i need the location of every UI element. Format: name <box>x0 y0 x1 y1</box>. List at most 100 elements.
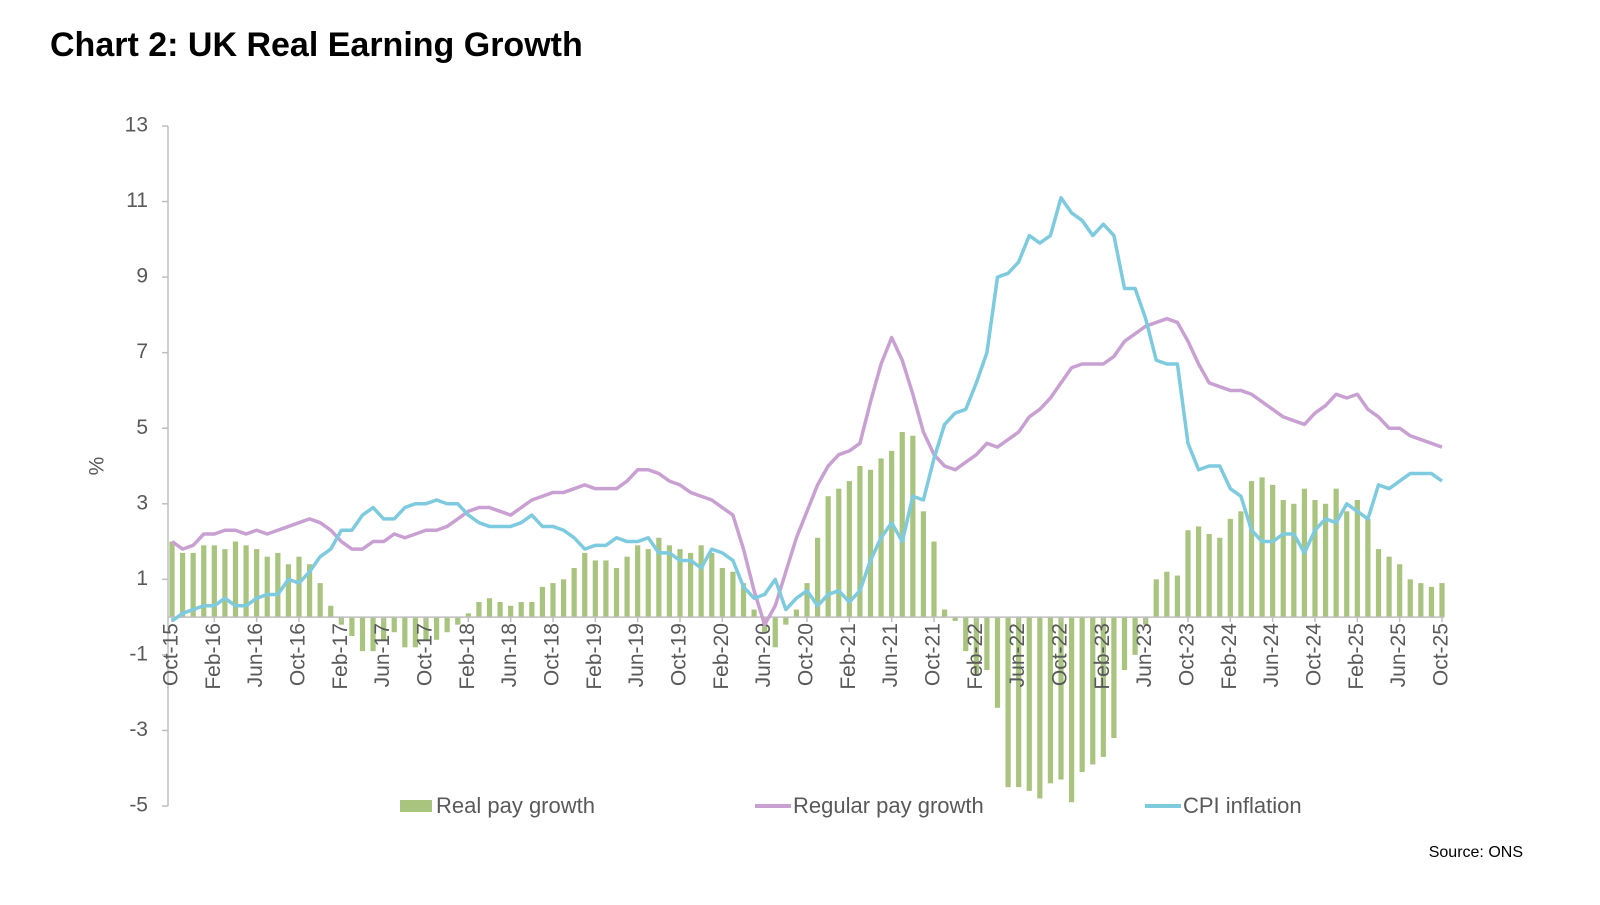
legend-swatch <box>400 800 432 812</box>
bar <box>857 466 863 618</box>
bar <box>306 564 313 618</box>
x-tick-label: Oct-16 <box>287 623 310 686</box>
bar <box>730 571 736 618</box>
x-tick-label: Jun-17 <box>371 623 394 687</box>
bar <box>613 568 620 618</box>
bar <box>1280 500 1286 618</box>
bar <box>1407 579 1413 618</box>
bar <box>1322 503 1329 618</box>
x-tick-label: Jun-19 <box>625 623 648 687</box>
bar <box>772 617 778 648</box>
bar <box>1016 617 1022 788</box>
legend-label: CPI inflation <box>1183 793 1302 818</box>
bar <box>846 481 852 618</box>
bar <box>539 586 546 618</box>
x-tick-label: Jun-16 <box>244 623 267 687</box>
bar <box>973 617 979 674</box>
bar <box>254 549 260 618</box>
bar <box>1079 617 1085 772</box>
x-tick-label: Feb-19 <box>583 623 606 690</box>
bar <box>1365 518 1371 618</box>
y-tick-label: -1 <box>129 642 148 665</box>
bar <box>391 617 397 633</box>
x-tick-label: Feb-16 <box>202 623 225 690</box>
bar <box>910 435 916 618</box>
bar <box>677 549 683 618</box>
bar <box>402 617 408 648</box>
bar <box>486 598 493 618</box>
x-tick-label: Feb-25 <box>1345 623 1368 690</box>
bar <box>560 579 567 618</box>
bar <box>1037 617 1043 799</box>
bar <box>1386 556 1392 618</box>
x-tick-label: Oct-17 <box>414 623 437 686</box>
x-tick-label: Jun-23 <box>1133 623 1156 687</box>
bar <box>687 552 694 618</box>
bar <box>582 552 588 618</box>
bar <box>1132 617 1138 655</box>
x-tick-label: Feb-20 <box>710 623 733 690</box>
y-tick-label: 9 <box>136 265 148 288</box>
bar <box>889 450 895 618</box>
bar <box>836 488 842 618</box>
x-tick-label: Oct-21 <box>922 623 945 686</box>
bar <box>518 602 524 618</box>
bar <box>285 564 292 618</box>
bar <box>370 617 376 652</box>
bar <box>169 541 175 618</box>
bar <box>264 556 270 618</box>
x-tick-label: Jun-20 <box>752 623 775 687</box>
bar <box>1418 583 1424 618</box>
bar <box>232 541 239 618</box>
bar <box>952 617 958 621</box>
bar <box>423 617 429 640</box>
line <box>170 196 1444 623</box>
bar <box>497 602 503 618</box>
bar <box>1439 583 1445 618</box>
bar <box>529 602 535 618</box>
y-tick-label: 11 <box>126 189 148 212</box>
bar <box>211 545 217 618</box>
bar <box>814 537 821 618</box>
bar <box>1206 534 1212 618</box>
y-tick-label: 7 <box>136 340 148 363</box>
bar <box>1333 488 1339 618</box>
bar <box>317 583 323 618</box>
legend-label: Regular pay growth <box>793 793 984 818</box>
x-tick-label: Oct-22 <box>1049 623 1072 686</box>
bar <box>1185 530 1191 618</box>
bar <box>1068 617 1075 803</box>
bar <box>804 583 810 618</box>
x-tick-label: Oct-19 <box>668 623 691 686</box>
bar <box>465 613 471 618</box>
y-tick-label: 3 <box>136 491 148 514</box>
bar <box>275 552 281 618</box>
bar <box>201 545 207 618</box>
bar <box>1100 617 1106 757</box>
bar <box>444 617 450 633</box>
bar <box>740 583 747 618</box>
bar <box>920 511 927 618</box>
bar <box>1259 477 1265 618</box>
x-tick-label: Oct-15 <box>160 623 183 686</box>
bar <box>1153 579 1159 618</box>
bar <box>412 617 419 648</box>
bar <box>1397 564 1403 618</box>
y-tick-label: 5 <box>136 416 148 439</box>
bar <box>1026 617 1032 791</box>
x-tick-label: Oct-20 <box>795 623 818 686</box>
bar <box>222 549 228 618</box>
bar <box>1238 511 1244 618</box>
bar <box>645 549 651 618</box>
bar <box>179 552 186 618</box>
bar <box>793 609 800 618</box>
bar <box>666 545 673 618</box>
bar <box>1058 617 1064 780</box>
x-tick-label: Oct-23 <box>1176 623 1199 686</box>
bar <box>656 537 662 618</box>
x-tick-label: Feb-22 <box>964 623 987 690</box>
bar <box>825 496 831 618</box>
bar <box>1344 511 1350 618</box>
x-tick-label: Feb-24 <box>1218 623 1241 690</box>
